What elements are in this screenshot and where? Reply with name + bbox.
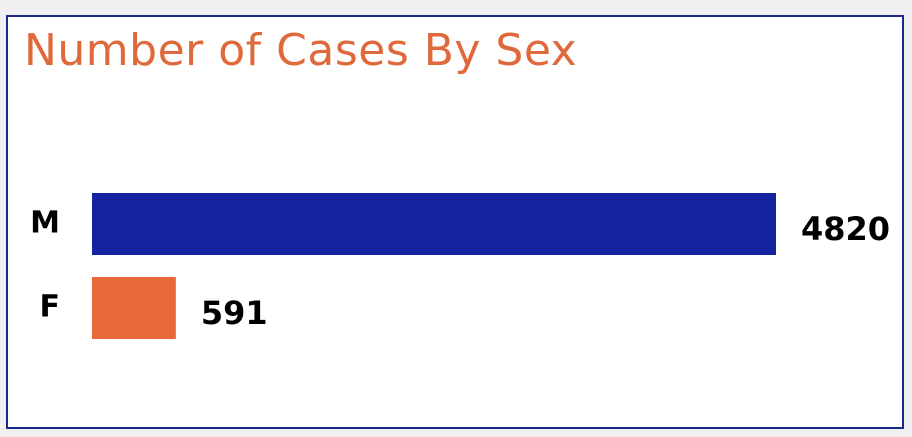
chart-title: Number of Cases By Sex	[24, 25, 578, 76]
category-label-m: M	[30, 206, 60, 241]
bar-m	[92, 193, 776, 255]
bar-chart: M 4820 F 591	[30, 193, 890, 339]
data-label-f: 591	[201, 294, 268, 332]
data-label-m: 4820	[801, 210, 890, 248]
category-label-f: F	[40, 290, 61, 325]
bar-f	[92, 277, 176, 339]
chart-card: Number of Cases By Sex M 4820 F 591	[6, 15, 904, 429]
